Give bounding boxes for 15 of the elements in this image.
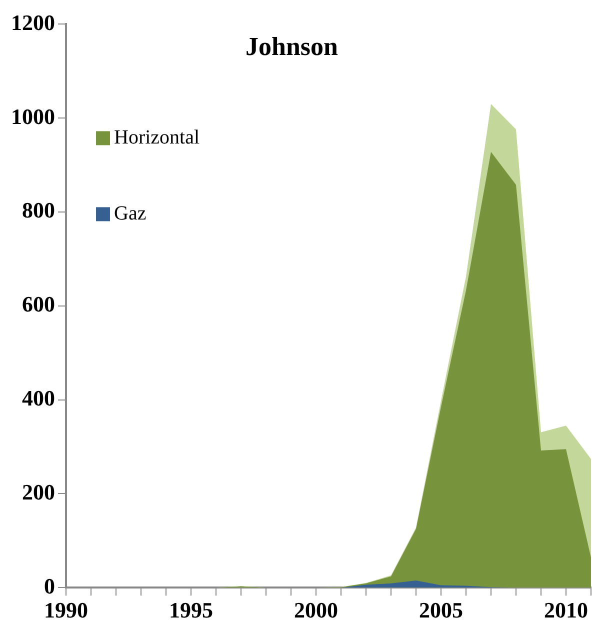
legend-label: Gaz bbox=[114, 202, 146, 224]
y-tick-label: 600 bbox=[22, 292, 55, 317]
y-tick-label: 400 bbox=[22, 385, 55, 410]
y-tick-label: 1000 bbox=[11, 104, 55, 129]
legend-label: Horizontal bbox=[114, 126, 200, 148]
x-tick-label: 2010 bbox=[544, 597, 588, 622]
x-tick-label: 2005 bbox=[419, 597, 463, 622]
y-tick-label: 200 bbox=[22, 479, 55, 504]
y-tick-label: 0 bbox=[44, 573, 55, 598]
chart-title: Johnson bbox=[246, 32, 339, 61]
y-tick-label: 1200 bbox=[11, 10, 55, 35]
x-tick-label: 2000 bbox=[294, 597, 338, 622]
x-tick-label: 1995 bbox=[169, 597, 213, 622]
y-tick-label: 800 bbox=[22, 198, 55, 223]
x-tick-label: 1990 bbox=[44, 597, 88, 622]
